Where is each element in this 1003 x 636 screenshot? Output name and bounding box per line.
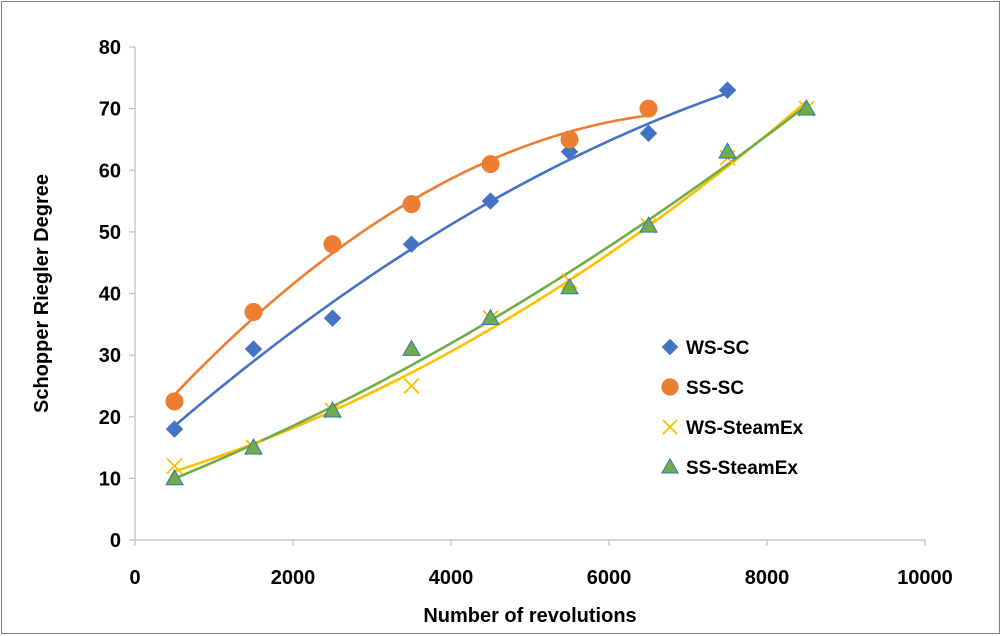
data-point-ss-sc [639, 99, 658, 118]
legend-label-ss-steamex: SS-SteamEx [686, 458, 798, 479]
data-point-ws-sc [718, 81, 737, 99]
y-tick-label: 10 [99, 468, 121, 490]
data-point-ss-sc [402, 195, 421, 214]
y-tick-label: 80 [99, 37, 121, 59]
data-point-ws-sc [402, 235, 421, 253]
data-point-ss-steamex [797, 99, 816, 116]
data-point-ws-sc [481, 192, 500, 210]
legend-marker-ws-steamex [662, 419, 678, 435]
legend-marker-ss-sc [661, 378, 679, 396]
legend-marker-ss-steamex [661, 457, 679, 474]
data-point-ss-steamex [323, 401, 342, 418]
data-point-ws-sc [165, 420, 184, 438]
data-point-ws-sc [244, 340, 263, 358]
legend-marker-ws-sc [661, 338, 679, 356]
data-point-ss-sc [560, 130, 579, 149]
data-point-ws-steamex [166, 457, 183, 475]
x-tick-label: 0 [129, 567, 140, 589]
data-point-ss-sc [165, 392, 184, 411]
legend-label-ws-sc: WS-SC [686, 338, 750, 359]
trendline-ws-sc [173, 91, 728, 427]
data-point-ss-steamex [639, 216, 658, 233]
legend-label-ws-steamex: WS-SteamEx [686, 418, 804, 439]
y-tick-label: 0 [110, 530, 121, 552]
y-axis-title: Schopper Riegler Degree [31, 174, 53, 413]
data-point-ws-sc [560, 143, 579, 161]
data-point-ss-sc [244, 302, 263, 321]
y-tick-label: 60 [99, 160, 121, 182]
x-tick-label: 10000 [897, 567, 953, 589]
data-point-ws-steamex [403, 377, 420, 395]
x-tick-label: 4000 [429, 567, 474, 589]
data-point-ws-sc [323, 309, 342, 327]
x-tick-label: 8000 [745, 567, 790, 589]
data-point-ss-steamex [560, 277, 579, 295]
data-point-ss-steamex [244, 438, 263, 455]
y-tick-label: 30 [99, 345, 121, 367]
y-tick-label: 40 [99, 284, 121, 306]
data-point-ws-sc [639, 124, 658, 142]
x-axis-title: Number of revolutions [423, 605, 636, 627]
data-point-ss-sc [481, 155, 500, 174]
legend-label-ss-sc: SS-SC [686, 378, 744, 399]
data-point-ss-steamex [718, 142, 737, 159]
y-tick-label: 50 [99, 222, 121, 244]
data-point-ss-sc [323, 235, 342, 254]
x-tick-label: 2000 [271, 567, 316, 589]
x-tick-label: 6000 [587, 567, 632, 589]
data-point-ss-steamex [165, 468, 184, 486]
y-tick-label: 70 [99, 99, 121, 121]
y-tick-label: 20 [99, 407, 121, 429]
data-point-ss-steamex [481, 308, 500, 326]
data-point-ss-steamex [402, 339, 421, 356]
